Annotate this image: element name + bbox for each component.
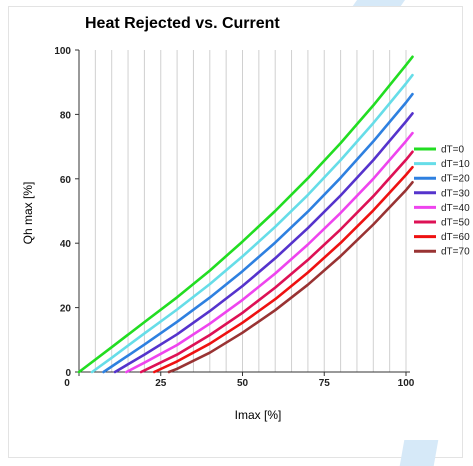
- series-group: [77, 55, 414, 374]
- legend-label: dT=50: [441, 218, 470, 229]
- chart-title: Heat Rejected vs. Current: [85, 15, 280, 32]
- legend-label: dT=20: [441, 174, 470, 185]
- y-tick-label: 40: [60, 239, 72, 250]
- x-tick-label: 25: [155, 378, 167, 389]
- series-line: [77, 55, 414, 374]
- y-axis-label: Qh max [%]: [21, 182, 35, 245]
- series-line: [125, 131, 414, 374]
- y-tick-label: 60: [60, 175, 72, 186]
- legend-label: dT=0: [441, 145, 465, 156]
- legend-label: dT=10: [441, 159, 470, 170]
- legend-label: dT=70: [441, 247, 470, 258]
- x-tick-label: 100: [398, 378, 415, 389]
- series-line: [90, 73, 414, 374]
- x-tick-label: 50: [237, 378, 249, 389]
- legend-label: dT=60: [441, 232, 470, 243]
- series-line: [167, 181, 414, 374]
- y-tick-label: 20: [60, 304, 72, 315]
- x-tick-label: 75: [319, 378, 331, 389]
- legend: dT=0 dT=10 dT=20 dT=30 dT=40 dT=50 dT=60 dT=70: [414, 145, 470, 258]
- legend-label: dT=40: [441, 203, 470, 214]
- x-axis-label: Imax [%]: [235, 408, 282, 422]
- series-line: [139, 150, 414, 374]
- series-line: [113, 112, 414, 374]
- chart-frame: [8, 6, 463, 458]
- tick-labels: 0 20 40 60 80 100 0 25 50 75 100: [54, 46, 414, 389]
- series-line: [152, 165, 414, 374]
- y-tick-label: 80: [60, 110, 72, 121]
- axes: [75, 49, 410, 376]
- y-tick-label: 0: [65, 368, 71, 379]
- y-tick-label: 100: [54, 46, 71, 57]
- series-line: [102, 92, 414, 374]
- x-tick-label: 0: [64, 378, 70, 389]
- legend-label: dT=30: [441, 188, 470, 199]
